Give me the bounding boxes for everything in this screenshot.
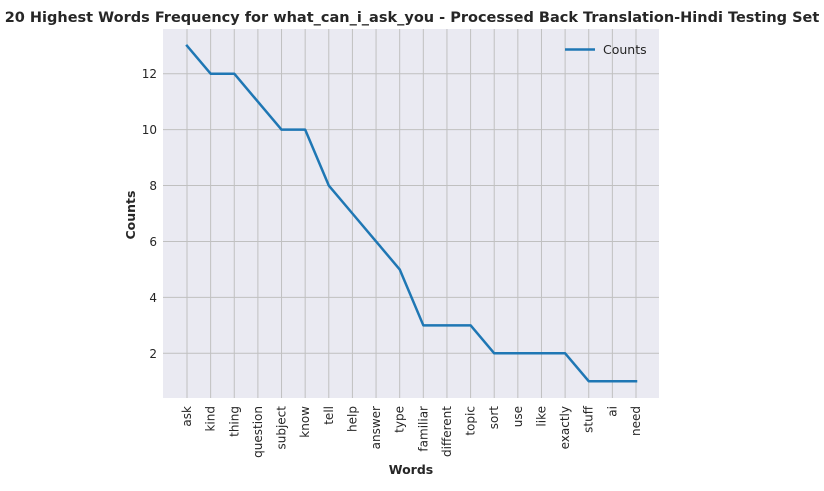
x-tick-label: subject: [275, 406, 289, 450]
x-tick-label: question: [251, 406, 265, 458]
series-layer: [185, 44, 638, 383]
x-tick-label: tell: [322, 406, 336, 425]
chart-title: 20 Highest Words Frequency for what_can_…: [5, 10, 820, 26]
y-axis-label: Counts: [123, 191, 138, 240]
x-tick-label: familiar: [416, 406, 430, 452]
x-tick-label: different: [440, 406, 454, 457]
x-axis-ticks: ask kind thing question subject know tell help a…: [180, 405, 643, 458]
data-point: [540, 352, 542, 354]
data-point: [611, 380, 613, 382]
data-point: [588, 380, 590, 382]
x-tick-label: ask: [180, 406, 194, 427]
x-tick-label: kind: [204, 406, 218, 432]
x-tick-label: stuff: [582, 405, 596, 433]
x-tick-label: need: [629, 406, 643, 436]
x-tick-label: ai: [605, 406, 619, 417]
data-point: [210, 73, 212, 75]
y-tick-label: 6: [149, 235, 157, 249]
series-line: [185, 44, 638, 383]
y-tick-label: 10: [142, 123, 157, 137]
x-tick-label: use: [511, 406, 525, 427]
y-axis-ticks: 2 4 6 8 10 12: [142, 67, 157, 361]
x-tick-label: like: [534, 406, 548, 427]
data-point: [233, 73, 235, 75]
data-point: [351, 213, 353, 215]
x-tick-label: help: [345, 406, 359, 432]
data-point: [375, 240, 377, 242]
y-tick-label: 12: [142, 67, 157, 81]
x-tick-label: topic: [464, 406, 478, 436]
x-axis-label: Words: [389, 462, 433, 477]
data-point: [517, 352, 519, 354]
grid-lines: [163, 29, 659, 398]
y-tick-label: 2: [149, 347, 157, 361]
data-point: [257, 101, 259, 103]
x-tick-label: thing: [227, 406, 241, 437]
legend-label: Counts: [603, 42, 647, 57]
data-point: [422, 324, 424, 326]
data-point: [470, 324, 472, 326]
x-tick-label: know: [298, 406, 312, 438]
data-point: [304, 129, 306, 131]
data-point: [399, 268, 401, 270]
data-point: [446, 324, 448, 326]
data-point: [328, 185, 330, 187]
y-tick-label: 8: [149, 179, 157, 193]
data-point: [281, 129, 283, 131]
data-point: [493, 352, 495, 354]
data-point: [564, 352, 566, 354]
plot-area: [163, 29, 659, 398]
data-point: [635, 380, 637, 382]
legend: Counts: [565, 42, 647, 57]
x-tick-label: type: [393, 406, 407, 433]
y-tick-label: 4: [149, 291, 157, 305]
x-tick-label: answer: [369, 406, 383, 449]
x-tick-label: exactly: [558, 406, 572, 449]
x-tick-label: sort: [487, 406, 501, 430]
data-point: [186, 45, 188, 47]
